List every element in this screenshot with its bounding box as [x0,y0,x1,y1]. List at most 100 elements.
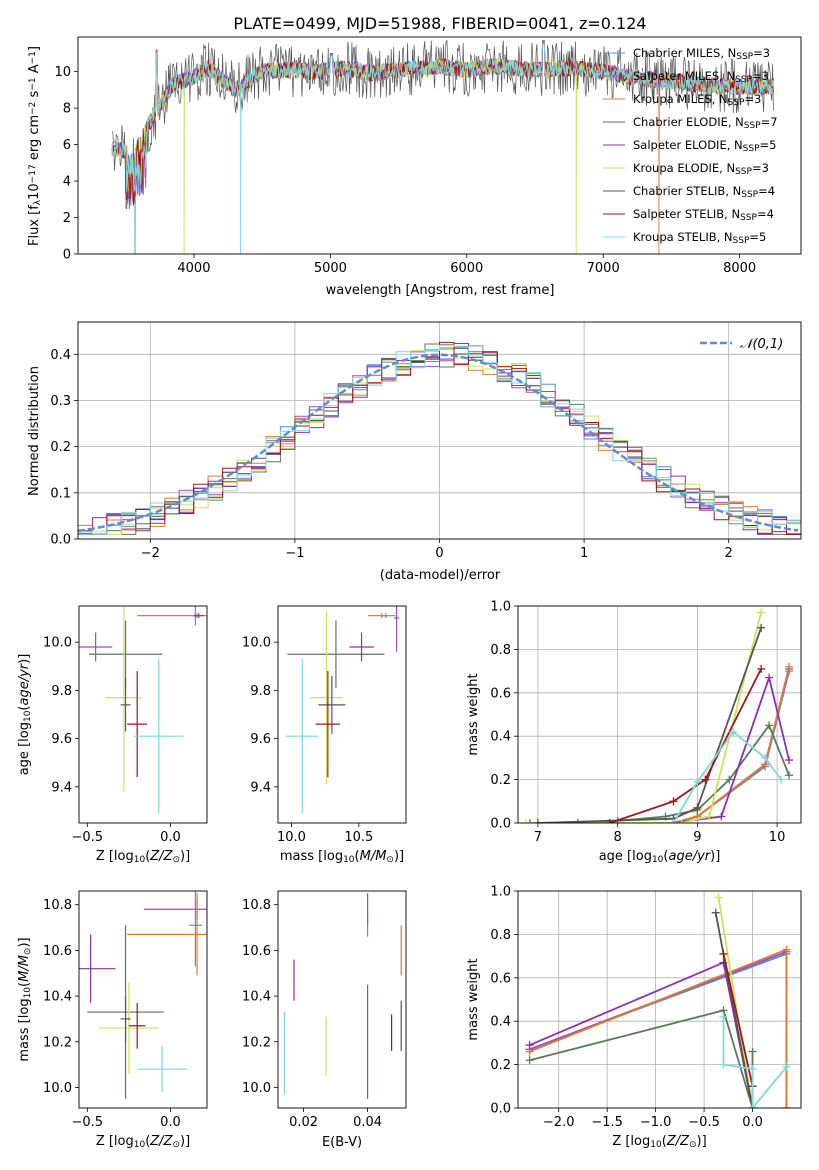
x-tick-label: −1 [285,546,304,561]
x-tick-label: 1 [580,546,588,561]
mass-weight-point [525,1056,534,1065]
errorbar-kroupa-stelib [137,1046,188,1093]
mass-vs-ebv-panel-plot-area [283,893,402,1099]
age-vs-mass-panel-plot-area [286,606,400,814]
legend-label-salpeter-miles: Salpeter MILES, NSSP=3 [633,69,769,85]
x-tick-label: 8 [614,830,622,845]
mass-vs-ebv-panel: 0.02 0.04 10.0 10.2 10.4 10.6 10.8 E(B-V) [242,890,407,1150]
mass-vs-z-panel-x-axis-label: Z [log10(Z/Z⊙)] [96,1134,190,1150]
x-tick-label: 8000 [723,261,756,276]
y-tick-label: 2 [63,211,71,226]
mass-weight-vs-age-panel-y-axis-label: mass weight [466,673,481,755]
y-tick-label: 10.2 [43,1035,72,1050]
y-tick-label: 4 [63,175,71,190]
mass-weight-line [673,674,790,823]
mass-weight-line [717,897,754,1108]
mass-weight-line [714,912,754,1108]
mass-weight-series-chabrier-miles [525,949,791,1108]
mass-weight-point [719,949,728,958]
x-tick-label: 0.02 [289,1115,318,1130]
y-tick-label: 10.0 [242,1081,271,1096]
errorbar-salpeter-stelib [315,671,340,778]
legend-label-salpeter-elodie: Salpeter ELODIE, NSSP=5 [633,138,776,154]
mass-weight-vs-age-panel-frame [517,605,802,824]
legend-label-kroupa-stelib: Kroupa STELIB, NSSP=5 [633,230,766,246]
mass-weight-series-salpeter-elodie [669,673,794,823]
age-vs-z-panel-y-axis-label: age [log10(age/yr)] [17,654,33,776]
x-tick-label: 9 [693,830,701,845]
mass-weight-series-chabrier-miles [669,667,794,823]
x-tick-label: 0.0 [160,1115,181,1130]
y-tick-label: 0.0 [50,533,71,548]
spectrum-line-salpeter-stelib [111,42,774,206]
mass-weight-series-chabrier-stelib [533,623,766,823]
errorbar-kroupa-stelib [133,659,184,814]
errorbar-kroupa-miles [127,893,207,976]
y-tick-label: 0.8 [490,643,511,658]
mass-weight-point [729,727,738,736]
legend-label-kroupa-elodie: Kroupa ELODIE, NSSP=3 [633,161,769,177]
x-tick-label: −0.5 [72,1115,104,1130]
errorbar-kroupa-elodie [98,982,159,1074]
y-tick-label: 0.6 [490,971,511,986]
y-tick-label: 0.2 [490,773,511,788]
mass-weight-series-salpeter-elodie [525,958,757,1108]
y-tick-label: 9.4 [51,780,72,795]
mass-vs-ebv-panel-frame [277,890,407,1109]
age-vs-z-panel: −0.5 0.0 9.4 9.6 9.8 10.0 Z [log10(Z/Z⊙)] age [… [17,605,208,865]
mass-weight-series-kroupa-miles [525,945,791,1108]
mass-weight-point [785,756,794,765]
errorbar-chabrier-miles [188,891,203,967]
mass-weight-point [782,1062,791,1071]
spectrum-y-axis-label: Flux [fλ10−17 erg cm−2 s−1 A−1] [27,46,43,246]
mass-weight-line [530,723,790,823]
y-tick-label: 10 [54,65,71,80]
mass-weight-vs-z-panel-x-axis-label: Z [log10(Z/Z⊙)] [612,1134,706,1150]
mass-weight-line [526,612,762,823]
x-tick-label: 10 [769,830,786,845]
mass-weight-point [777,775,786,784]
legend-label-normal: 𝒩(0,1) [740,337,783,352]
mass-weight-point [701,775,710,784]
mass-weight-point [719,1060,728,1069]
mass-weight-series-kroupa-stelib [719,1012,791,1108]
spectrum-panel: 4000 5000 6000 7000 8000 0 2 4 6 8 10 Chabrier MILE… [27,36,802,298]
errorbar-chabrier-stelib [120,678,131,732]
mass-weight-point [757,664,766,673]
y-tick-label: 0.4 [50,348,71,363]
x-tick-label: 10.5 [344,830,373,845]
y-tick-label: 9.8 [51,684,72,699]
y-tick-label: 0.3 [50,394,71,409]
mass-weight-line [529,1009,754,1108]
x-tick-label: −2 [141,546,160,561]
y-tick-label: 10.0 [43,636,72,651]
mass-weight-point [693,803,702,812]
y-tick-label: 0.4 [490,730,511,745]
mass-weight-point [669,819,678,823]
errorbar-salpeter-miles [393,606,400,652]
mass-weight-vs-z-panel: −2.0 −1.5 −1.0 −0.5 0.0 0.0 0.2 0.4 0.6 0.8 1.0 Z [… [466,885,802,1150]
y-tick-label: 10.2 [242,1035,271,1050]
mass-vs-z-panel: −0.5 0.0 10.0 10.2 10.4 10.6 10.8 Z [log10(Z/Z⊙… [17,890,208,1150]
y-tick-label: 1.0 [490,885,511,900]
age-vs-mass-panel: 10.0 10.5 9.4 9.6 9.8 10.0 mass [log10(M/M⊙)] [242,605,407,865]
mass-weight-series-chabrier-stelib [711,908,757,1108]
y-tick-label: 10.0 [242,636,271,651]
spectrum-panel-frame [77,36,802,255]
x-tick-label: 0.0 [742,1115,763,1130]
y-tick-label: 0 [63,248,71,263]
y-tick-label: 0.4 [490,1015,511,1030]
mass-weight-vs-age-panel: 7 8 9 10 0.0 0.2 0.4 0.6 0.8 1.0 age [log10(age/yr… [466,600,802,865]
figure-title: PLATE=0499, MJD=51988, FIBERID=0041, z=0… [233,14,646,33]
x-tick-label: 0 [435,546,443,561]
y-tick-label: 8 [63,102,71,117]
x-tick-label: −2.0 [543,1115,575,1130]
legend-label-chabrier-miles: Chabrier MILES, NSSP=3 [633,46,770,62]
mass-weight-point [711,908,720,917]
y-tick-label: 9.6 [51,732,72,747]
histogram-x-axis-label: (data-model)/error [380,568,501,583]
mass-weight-line [722,953,754,1087]
mass-weight-point [748,1064,757,1073]
x-tick-label: 4000 [177,261,210,276]
mass-weight-point [521,819,530,823]
